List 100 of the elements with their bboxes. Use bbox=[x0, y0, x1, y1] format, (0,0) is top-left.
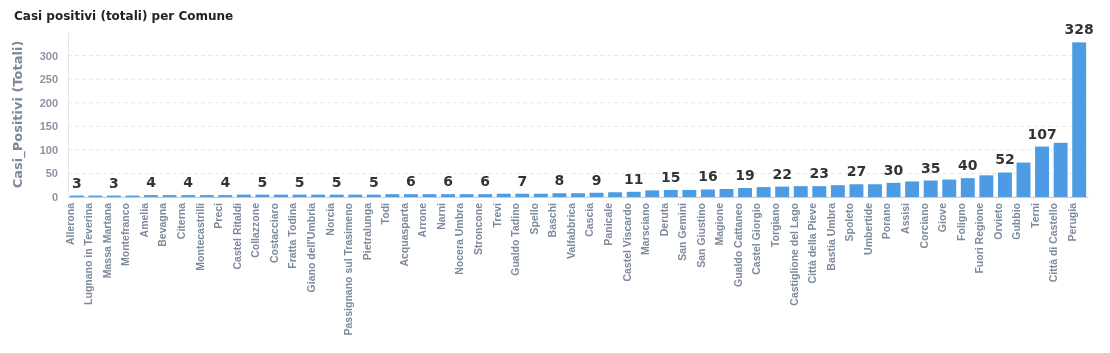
bar bbox=[496, 193, 511, 197]
bar bbox=[997, 172, 1012, 197]
x-tick-label: Trevi bbox=[490, 202, 503, 228]
x-tick-label: Giove bbox=[936, 202, 949, 233]
bar bbox=[571, 193, 585, 197]
bar bbox=[552, 193, 567, 197]
x-tick-label: Spello bbox=[527, 203, 540, 235]
x-tick-label: Amelia bbox=[137, 202, 150, 238]
bar bbox=[1016, 162, 1031, 197]
x-tick-label: Baschi bbox=[546, 202, 559, 238]
data-label: 16 bbox=[698, 168, 718, 185]
x-tick-label: Nocera Umbra bbox=[453, 202, 466, 275]
x-tick-label: Valfabbrica bbox=[564, 202, 577, 260]
x-tick-label: Deruta bbox=[657, 202, 670, 237]
bar bbox=[663, 189, 678, 197]
bar bbox=[403, 194, 418, 197]
data-label: 30 bbox=[883, 161, 904, 178]
data-label: 5 bbox=[294, 173, 305, 190]
data-label: 5 bbox=[331, 173, 342, 190]
x-tick-label: Torgiano bbox=[769, 203, 782, 248]
x-tick-label: Perugia bbox=[1066, 202, 1079, 242]
bar bbox=[905, 181, 920, 197]
x-tick-label: Foligno bbox=[954, 203, 967, 241]
bar bbox=[441, 194, 456, 197]
x-tick-label: Giano dell'Umbria bbox=[304, 202, 317, 293]
x-tick-label: Norcia bbox=[323, 202, 336, 236]
data-label: 9 bbox=[591, 171, 602, 188]
x-tick-label: Umbertide bbox=[861, 202, 874, 255]
bar bbox=[478, 194, 493, 197]
x-tick-label: Panicale bbox=[601, 202, 614, 246]
x-tick-label: Assisi bbox=[898, 202, 911, 234]
bar bbox=[422, 194, 437, 197]
bar bbox=[979, 175, 994, 197]
x-tick-label: Costacciaro bbox=[267, 203, 280, 264]
x-tick-label: Massa Martana bbox=[100, 202, 113, 279]
y-tick-label: 50 bbox=[45, 167, 58, 180]
bar bbox=[626, 191, 641, 197]
x-tick-label: Bastia Umbra bbox=[824, 202, 837, 271]
bar bbox=[793, 186, 808, 197]
x-tick-label: Fratta Todina bbox=[286, 202, 299, 269]
data-label: 4 bbox=[183, 174, 194, 191]
data-label: 19 bbox=[735, 167, 755, 184]
data-label: 6 bbox=[480, 173, 491, 190]
x-tick-label: Bevagna bbox=[156, 202, 169, 247]
bar bbox=[942, 179, 957, 197]
bar bbox=[830, 185, 845, 197]
data-label: 27 bbox=[846, 163, 867, 180]
x-tick-label: Todi bbox=[379, 202, 392, 225]
bar bbox=[385, 194, 400, 197]
x-tick-label: Narni bbox=[434, 202, 447, 230]
x-tick-label: Corciano bbox=[917, 203, 930, 249]
x-tick-label: Terni bbox=[1028, 202, 1041, 228]
bar bbox=[459, 194, 474, 197]
bar bbox=[960, 178, 975, 197]
x-tick-label: Porano bbox=[880, 203, 893, 240]
x-tick-label: Fuori Regione bbox=[973, 202, 986, 274]
x-tick-label: Preci bbox=[212, 202, 225, 229]
x-tick-label: Gualdo Tadino bbox=[509, 203, 522, 276]
bar bbox=[1072, 42, 1087, 197]
x-tick-label: Città di Castello bbox=[1047, 203, 1060, 283]
data-label: 5 bbox=[368, 173, 379, 190]
data-label: 5 bbox=[257, 173, 268, 190]
chart-title: Casi positivi (totali) per Comune bbox=[14, 9, 234, 23]
bar bbox=[775, 186, 790, 197]
y-axis-title: Casi_Positivi (Totali) bbox=[10, 40, 26, 189]
x-tick-label: Acquasparta bbox=[397, 202, 410, 267]
x-tick-label: Arrone bbox=[416, 202, 429, 238]
y-tick-label: 150 bbox=[39, 120, 58, 133]
x-tick-label: San Giustino bbox=[694, 203, 707, 268]
bar bbox=[608, 192, 623, 197]
bar bbox=[849, 184, 864, 197]
x-tick-label: Magione bbox=[713, 202, 726, 246]
x-tick-label: Marsciano bbox=[639, 203, 652, 255]
data-label: 6 bbox=[443, 173, 453, 190]
data-label: 7 bbox=[517, 172, 528, 189]
x-tick-label: Città della Pieve bbox=[806, 202, 819, 284]
x-tick-label: Collazzone bbox=[249, 202, 262, 258]
data-label: 23 bbox=[809, 165, 830, 182]
y-tick-label: 100 bbox=[39, 143, 58, 156]
x-tick-label: Allerona bbox=[63, 202, 76, 246]
x-tick-label: Montecastrilli bbox=[193, 202, 206, 271]
data-label: 8 bbox=[554, 172, 565, 189]
y-tick-label: 250 bbox=[39, 73, 58, 86]
data-label: 11 bbox=[623, 170, 644, 187]
bar bbox=[886, 182, 901, 197]
data-label: 15 bbox=[661, 168, 681, 185]
bar bbox=[589, 192, 604, 197]
x-tick-label: Orvieto bbox=[991, 203, 1004, 240]
bar bbox=[1035, 146, 1050, 197]
data-label: 4 bbox=[220, 174, 231, 191]
x-tick-label: Castiglione del Lago bbox=[787, 203, 800, 306]
data-label: 3 bbox=[71, 174, 82, 191]
x-tick-label: Lugnano in Teverina bbox=[82, 202, 95, 305]
x-tick-label: Spoleto bbox=[843, 203, 856, 242]
x-tick-label: Passignano sul Trasimeno bbox=[342, 203, 355, 336]
y-tick-label: 0 bbox=[51, 191, 58, 204]
data-label: 22 bbox=[772, 165, 792, 182]
bar bbox=[812, 186, 827, 197]
data-label: 3 bbox=[109, 174, 119, 191]
data-label: 328 bbox=[1064, 21, 1094, 38]
